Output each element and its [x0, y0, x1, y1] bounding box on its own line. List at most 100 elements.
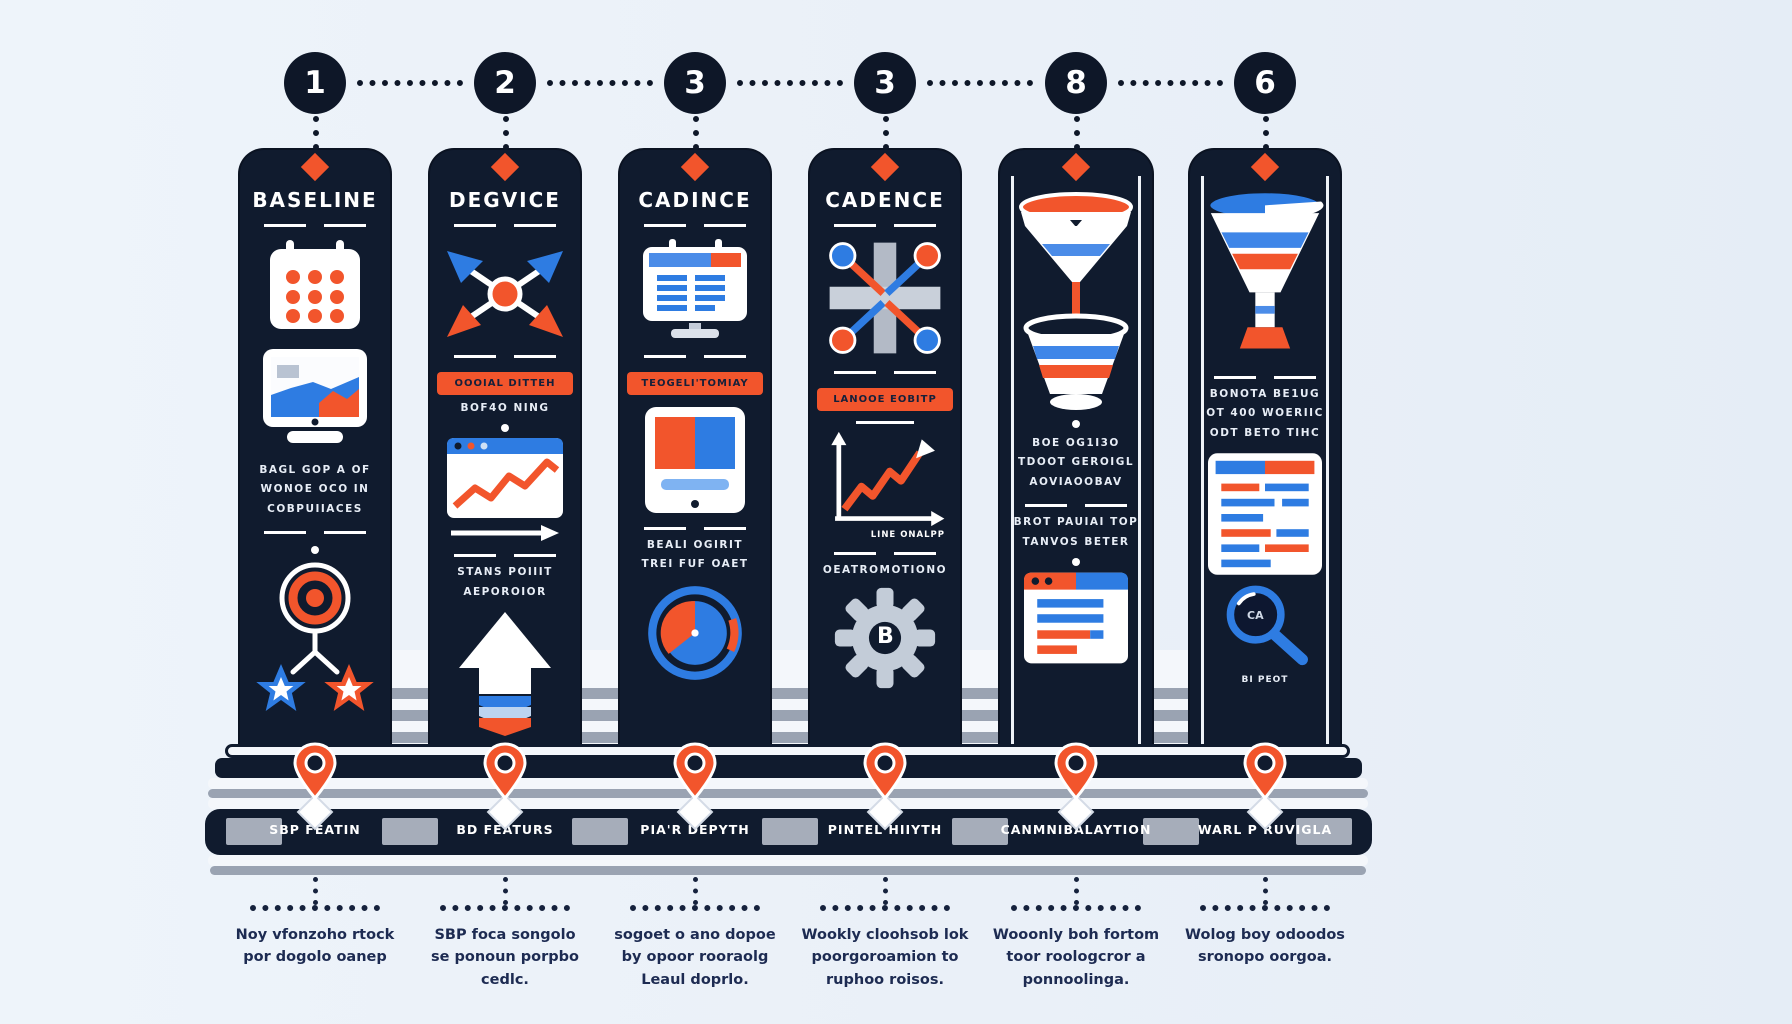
lens-label: BI PEOT — [1241, 675, 1289, 686]
caption-text: SBP foca songolo se ponoun porpbo cedlc. — [430, 927, 580, 988]
divider — [454, 355, 556, 358]
caption-text: Wolog boy odoodos sronopo oorgoa. — [1185, 927, 1345, 966]
strip-chip — [762, 818, 818, 845]
location-pin-icon — [1054, 742, 1098, 804]
panel-body-text: BONOTA BE1UG OT 400 WOERIIC ODT BETO TIHC — [1206, 388, 1324, 439]
dot — [1072, 558, 1080, 567]
dotted-line — [927, 80, 1033, 86]
dotted-line — [820, 905, 950, 911]
dotted-connector — [693, 877, 698, 905]
dotted-line — [737, 80, 843, 86]
dotted-connector — [883, 116, 889, 150]
step-circle-5: 8 — [1045, 52, 1107, 114]
target-stars-icon — [256, 562, 374, 712]
platform-step — [208, 798, 1368, 809]
divider — [834, 224, 936, 227]
highlight-badge: LANOOE EOBITP — [817, 388, 953, 411]
gear-letter: B — [877, 624, 894, 650]
divider — [454, 554, 556, 558]
strip-chip — [1296, 818, 1352, 845]
caption-text: Wooonly boh fortom toor roologcror a ponno… — [992, 927, 1160, 988]
location-pin-icon — [483, 742, 527, 804]
dot — [311, 546, 319, 555]
platform-riser — [955, 650, 1005, 744]
dotted-connector — [503, 116, 509, 150]
step-number: 3 — [874, 65, 896, 101]
milestone-label: PIA'R DEPYTH — [640, 822, 750, 837]
step-number: 6 — [1254, 65, 1276, 101]
divider — [454, 224, 556, 227]
gauge-icon — [648, 586, 742, 680]
step-number: 2 — [494, 65, 516, 101]
monitor-chart-icon — [263, 349, 367, 443]
platform-riser — [1146, 650, 1196, 744]
gear-wrap: B — [833, 586, 937, 694]
magnifier-icon — [1226, 585, 1308, 666]
strip-chip — [226, 818, 282, 845]
browser-chart-icon — [447, 438, 563, 519]
panel-body-text: BAGL GOP A OF WONOE OCO IN COBPUIIACES — [259, 464, 371, 515]
panel-cadence: CADENCE LANOOE EOBITP LINE ONALPP — [810, 150, 960, 756]
divider — [1214, 376, 1316, 379]
arrow-marker-icon — [490, 152, 520, 182]
platform-step — [215, 758, 1362, 778]
step-circle-6: 6 — [1234, 52, 1296, 114]
dotted-line — [1011, 905, 1141, 911]
funnel-icon — [1207, 190, 1324, 349]
lens-text: CA — [1247, 609, 1264, 623]
panel-inner-frame — [1201, 176, 1329, 746]
divider — [264, 531, 366, 535]
dotted-line — [250, 905, 380, 911]
crossed-arrows-icon — [447, 251, 563, 337]
platform-step — [210, 866, 1366, 875]
location-pin-icon — [293, 742, 337, 804]
arrow-marker-icon — [300, 152, 330, 182]
dot — [501, 424, 509, 433]
arrow-right-icon — [451, 525, 559, 542]
panel-title: BASELINE — [252, 188, 378, 212]
divider — [1025, 504, 1127, 508]
divider — [264, 224, 366, 227]
arrow-marker-icon — [870, 152, 900, 182]
dotted-line — [440, 905, 570, 911]
platform-riser — [385, 650, 435, 744]
dotted-connector — [1074, 877, 1079, 905]
panel-title: CADINCE — [638, 188, 752, 212]
step-circle-3: 3 — [664, 52, 726, 114]
strip-chip — [382, 818, 438, 845]
platform-step — [208, 778, 1368, 789]
caption-text: sogoet o ano dopoe by opoor rooraolg Leaul… — [614, 927, 776, 988]
browser-doc-icon — [1024, 572, 1128, 664]
strip-chip — [572, 818, 628, 845]
divider — [856, 421, 914, 424]
tablet-icon — [645, 407, 745, 513]
platform-step — [225, 744, 1350, 758]
step-number: 1 — [304, 65, 326, 101]
up-arrow-icon — [459, 612, 551, 737]
panel-funnel-stack: BOE OG1I3O TDOOT GEROIGL AOVIAOOBAV BROT P… — [1000, 150, 1152, 756]
location-pin-icon — [863, 742, 907, 804]
line-chart-icon — [831, 431, 945, 527]
divider — [644, 355, 746, 358]
platform-step — [208, 855, 1368, 866]
chart-caption: LINE ONALPP — [870, 530, 945, 540]
monitor-table-icon — [643, 239, 747, 338]
dotted-line — [1200, 905, 1330, 911]
dotted-connector — [313, 116, 319, 150]
flag-network-icon — [829, 242, 941, 354]
panel-cadince: CADINCE TEOGELI'TOMIAY BEALI OGIRIT TREI … — [620, 150, 770, 756]
strip-chip — [952, 818, 1008, 845]
divider — [834, 552, 936, 555]
milestone-label: CANMNIBALAYTION — [1000, 822, 1152, 837]
platform-riser — [765, 650, 815, 744]
step-circle-2: 2 — [474, 52, 536, 114]
divider — [644, 224, 746, 227]
step-number: 8 — [1065, 65, 1087, 101]
panel-title: CADENCE — [825, 188, 945, 212]
milestone-label: SBP FEATIN — [269, 822, 361, 837]
step-circle-4: 3 — [854, 52, 916, 114]
platform-step — [208, 789, 1368, 798]
divider — [834, 371, 936, 374]
milestone-label: PINTEL HIIYTH — [827, 822, 943, 837]
